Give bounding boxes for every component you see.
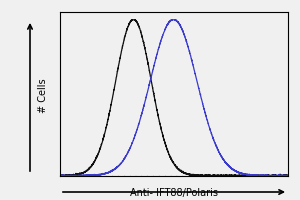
Text: Anti- IFT88/Polaris: Anti- IFT88/Polaris (130, 188, 218, 198)
Text: # Cells: # Cells (38, 79, 49, 113)
